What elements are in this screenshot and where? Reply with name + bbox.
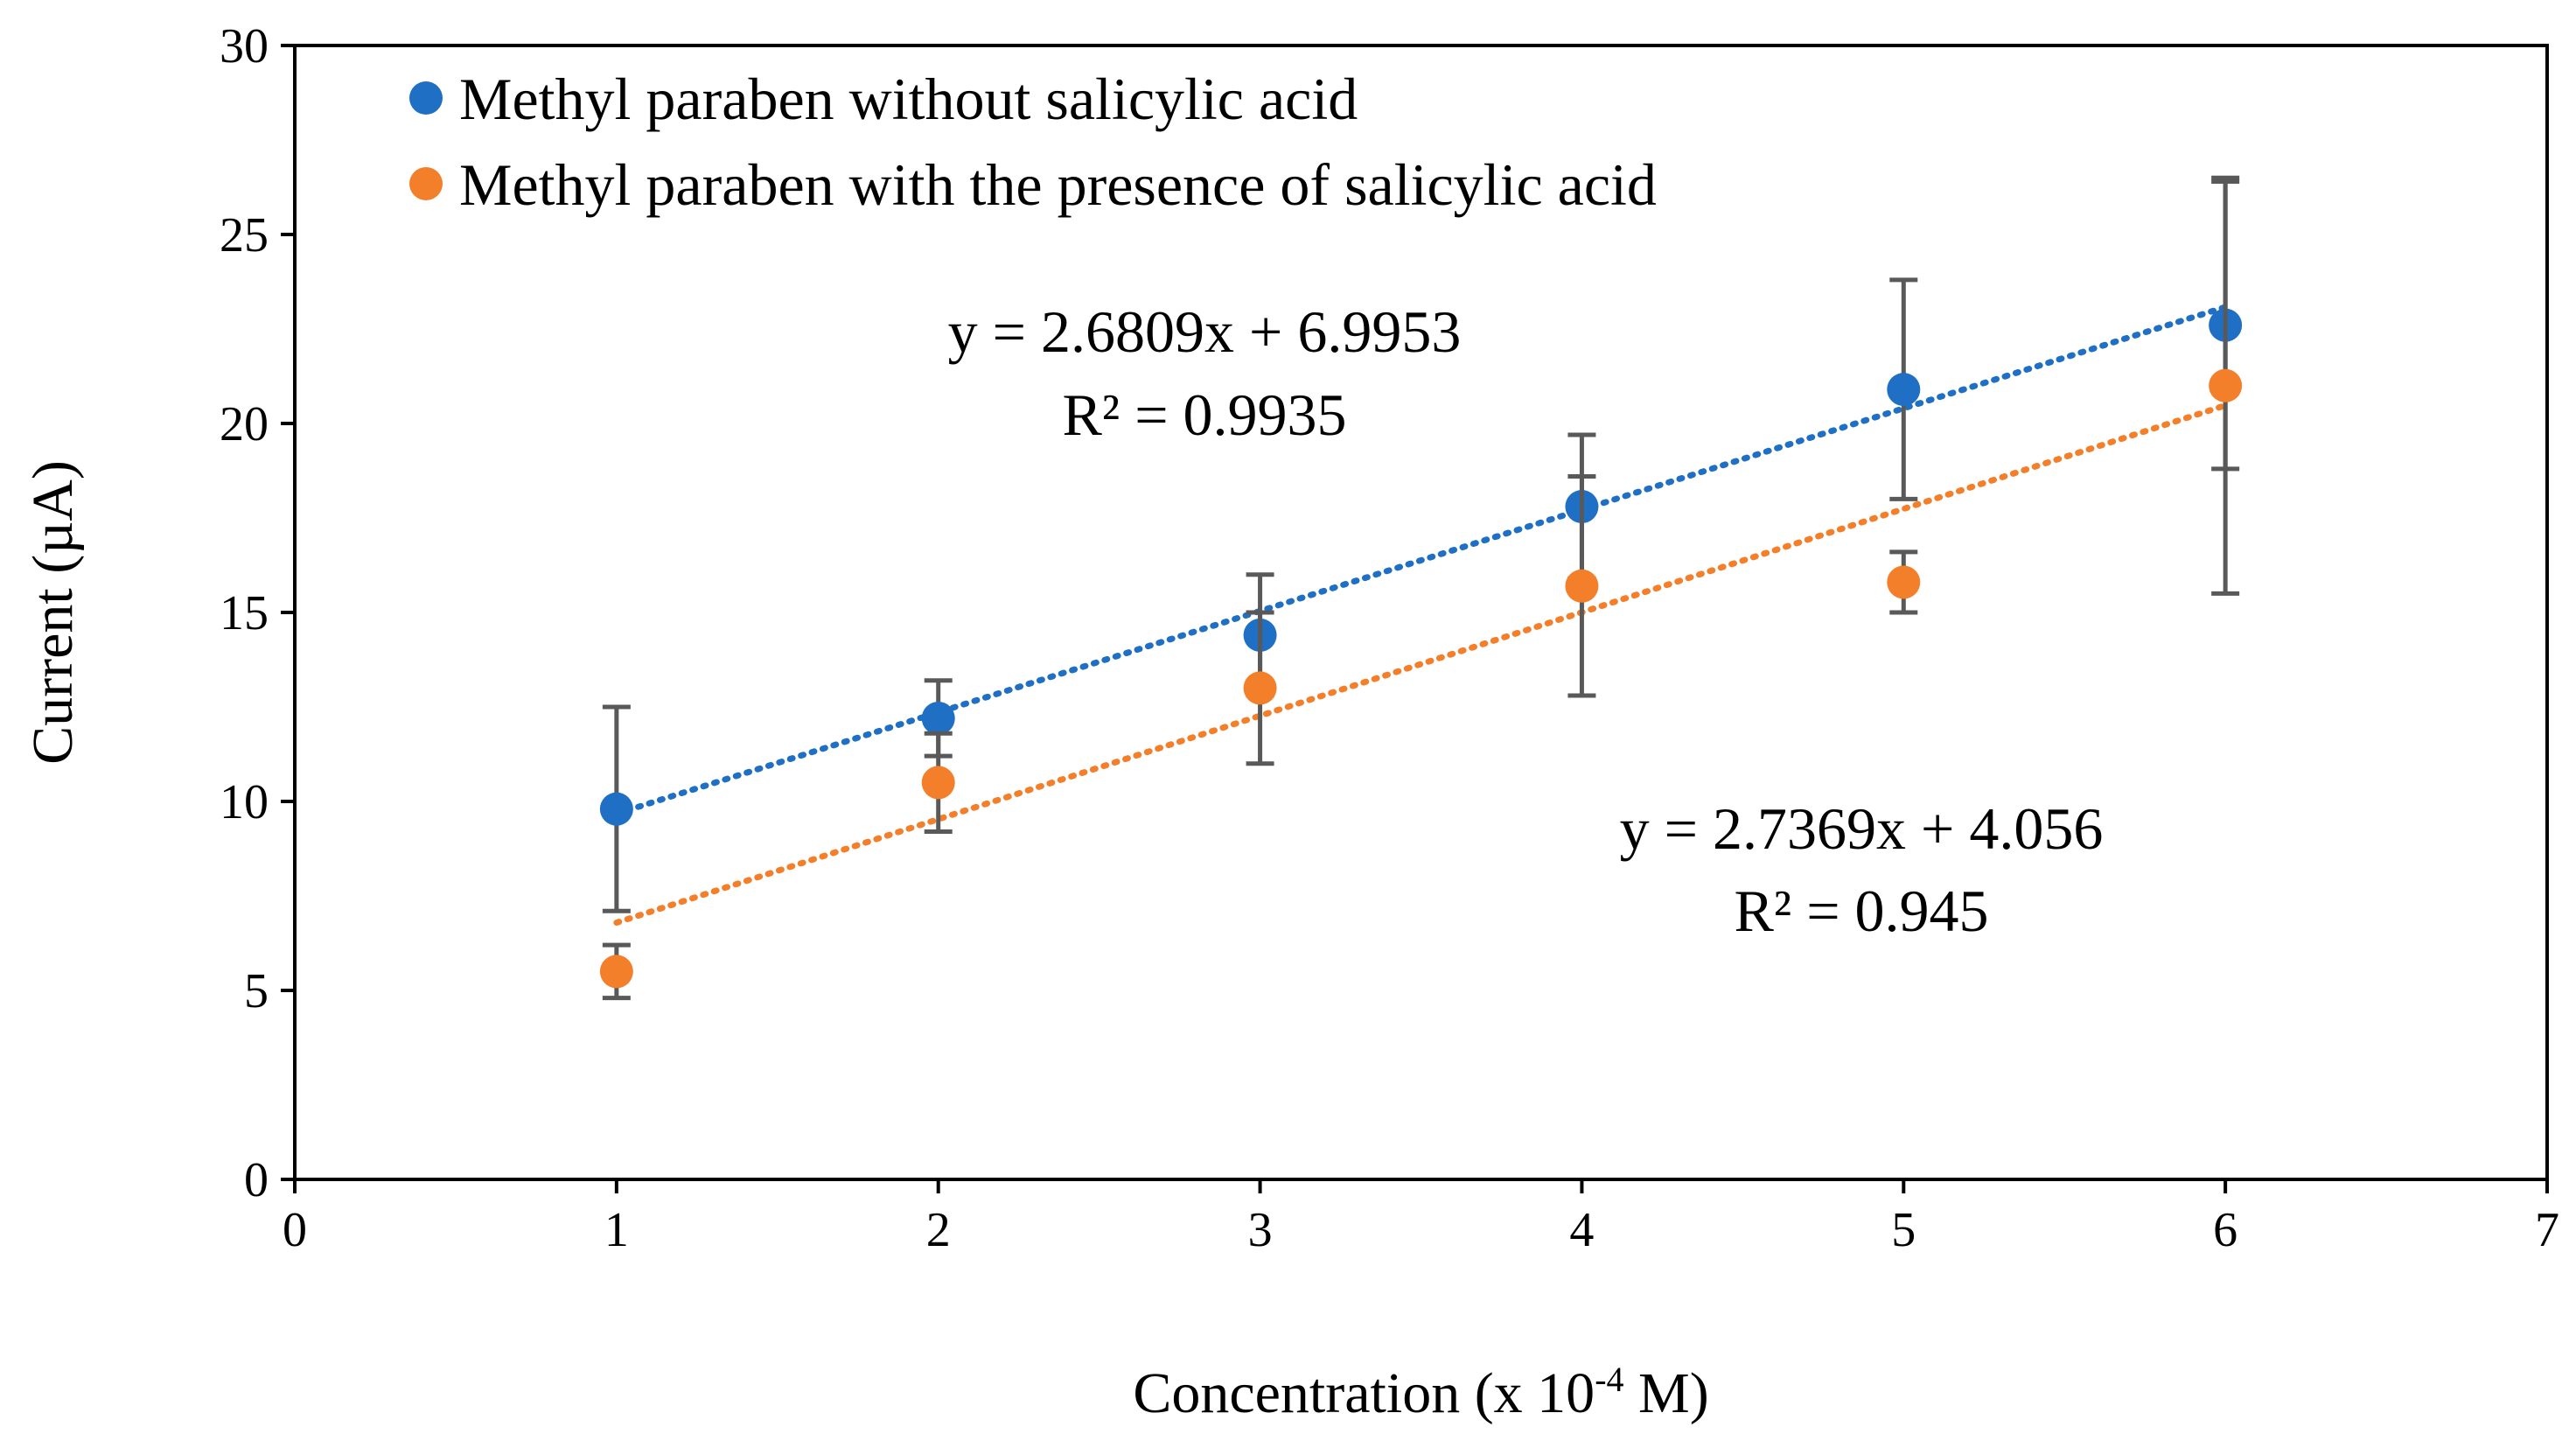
- x-axis-title: Concentration (x 10-4 M): [1133, 1360, 1708, 1425]
- legend: Methyl paraben without salicylic acid Me…: [409, 66, 1657, 218]
- legend-marker-series-2: [409, 167, 443, 200]
- x-tick-label: 5: [1891, 1203, 1916, 1257]
- trendline-series-1: [613, 304, 2229, 817]
- data-point: [599, 792, 633, 826]
- x-tick-label: 3: [1248, 1203, 1273, 1257]
- y-tick-label: 30: [220, 19, 269, 73]
- data-point: [921, 701, 955, 735]
- x-axis-title-suffix: M): [1624, 1361, 1709, 1425]
- trendline-equation-series-2: y = 2.7369x + 4.056: [1620, 795, 2104, 862]
- y-tick-label: 5: [244, 964, 269, 1018]
- y-tick-label: 15: [220, 586, 269, 640]
- x-tick-label: 7: [2535, 1203, 2559, 1257]
- trendline-equation-series-1: y = 2.6809x + 6.9953: [948, 298, 1462, 365]
- y-tick-label: 0: [244, 1153, 269, 1207]
- data-point: [921, 766, 955, 800]
- data-point: [1565, 569, 1599, 603]
- x-axis-title-main: Concentration (x 10: [1133, 1361, 1595, 1425]
- data-point: [1243, 671, 1277, 705]
- x-tick-label: 4: [1569, 1203, 1594, 1257]
- x-tick-label: 0: [283, 1203, 307, 1257]
- trendline-r2-series-2: R² = 0.945: [1734, 878, 1988, 944]
- x-tick-label: 2: [926, 1203, 951, 1257]
- axis-ticks: 0 1 2 3 4 5 6 7 0 5 10 15 20 25 30: [220, 19, 2559, 1257]
- trendline-r2-series-1: R² = 0.9935: [1062, 381, 1346, 448]
- legend-label-series-1: Methyl paraben without salicylic acid: [459, 66, 1358, 132]
- y-tick-label: 25: [220, 208, 269, 262]
- y-tick-label: 10: [220, 775, 269, 829]
- legend-label-series-2: Methyl paraben with the presence of sali…: [459, 151, 1657, 218]
- plot-marks: [599, 175, 2243, 1001]
- y-tick-label: 20: [220, 397, 269, 451]
- data-point: [2209, 368, 2243, 402]
- y-axis-title: Current (µA): [21, 460, 85, 765]
- legend-marker-series-1: [409, 81, 443, 115]
- x-tick-label: 1: [604, 1203, 629, 1257]
- x-tick-label: 6: [2213, 1203, 2237, 1257]
- data-point: [599, 955, 633, 989]
- x-axis-title-superscript: -4: [1595, 1360, 1623, 1399]
- data-point: [1887, 565, 1921, 599]
- series-2: [599, 175, 2243, 1001]
- trendline-series-2: [613, 402, 2229, 927]
- data-point: [1887, 373, 1921, 407]
